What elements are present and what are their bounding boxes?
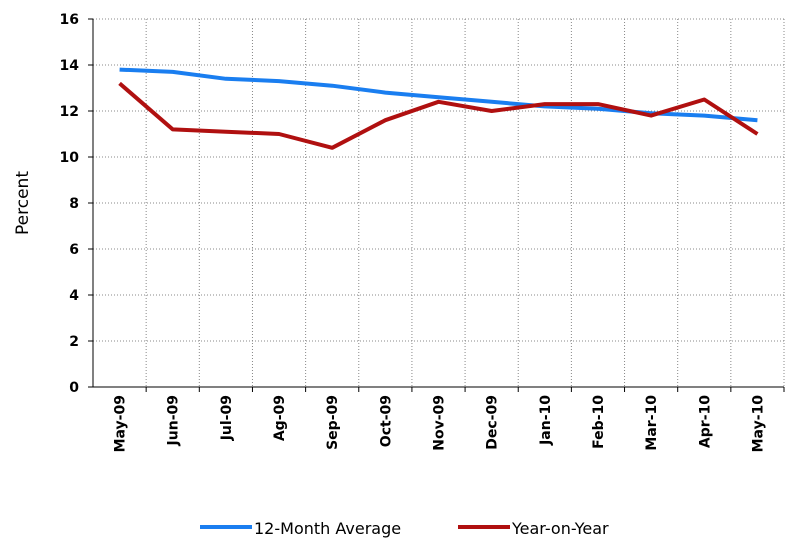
x-tick-label: Ag-09 [272, 395, 288, 441]
y-tick-label: 4 [69, 288, 79, 304]
x-tick-label: May-10 [750, 395, 766, 453]
x-tick-label: May-09 [113, 395, 129, 452]
x-tick-label: Jun-09 [166, 395, 182, 446]
y-tick-label: 10 [60, 150, 80, 166]
x-tick-label: Feb-10 [591, 395, 607, 449]
line-series [118, 81, 759, 150]
y-tick-label: 8 [69, 196, 79, 212]
x-tick-label: Mar-10 [644, 395, 660, 451]
x-tick-label: Sep-09 [325, 395, 341, 450]
y-tick-label: 16 [60, 12, 79, 28]
y-axis-label: Percent [13, 171, 33, 235]
x-tick-label: Oct-09 [378, 395, 394, 447]
y-tick-label: 12 [60, 104, 79, 120]
x-tick-label: Jan-10 [538, 395, 554, 446]
y-tick-label: 6 [69, 242, 79, 258]
y-tick-label: 2 [69, 334, 79, 350]
x-tick-label: Apr-10 [697, 395, 713, 448]
y-tick-label: 0 [69, 380, 79, 396]
legend-label: 12-Month Average [254, 519, 401, 538]
x-tick-label: Nov-09 [432, 395, 448, 451]
x-tick-label: Jul-09 [219, 395, 235, 441]
y-tick-label: 14 [60, 58, 80, 74]
line-series [119, 67, 758, 123]
legend-label: Year-on-Year [511, 519, 609, 538]
x-tick-label: Dec-09 [485, 395, 501, 450]
